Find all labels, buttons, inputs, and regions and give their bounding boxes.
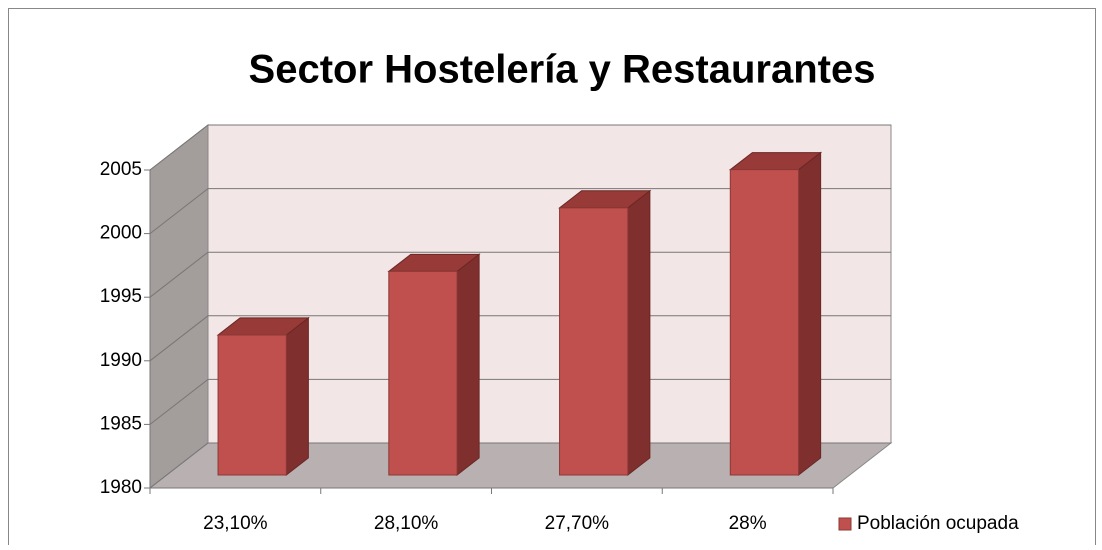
- grid-line: [149, 124, 891, 171]
- y-tick-label: 1980: [100, 477, 142, 498]
- grid-line: [149, 315, 891, 362]
- bar-side: [456, 253, 480, 476]
- y-tick-label: 1995: [100, 286, 142, 307]
- x-tick-label: 27,70%: [545, 513, 610, 534]
- side-wall: [149, 123, 209, 490]
- legend-label: Población ocupada: [857, 513, 1019, 534]
- y-tick-label: 2005: [100, 159, 142, 180]
- x-tick-label: 28%: [729, 513, 767, 534]
- bar: [217, 334, 287, 476]
- bar: [388, 270, 458, 476]
- grid-line: [149, 442, 891, 489]
- bar-side: [798, 151, 822, 476]
- x-tick-label: 23,10%: [203, 513, 268, 534]
- y-tick-label: 2000: [100, 223, 142, 244]
- grid-line: [149, 251, 891, 298]
- chart-title: Sector Hostelería y Restaurantes: [249, 48, 876, 92]
- y-tick-label: 1985: [100, 413, 142, 434]
- bar-side: [285, 316, 309, 476]
- grid-line: [149, 378, 891, 425]
- bar: [729, 169, 800, 476]
- x-tick-label: 28,10%: [374, 513, 439, 534]
- y-tick-label: 1990: [100, 350, 142, 371]
- legend-swatch: [838, 517, 852, 531]
- grid-line: [149, 188, 891, 234]
- bar-side: [627, 189, 651, 476]
- bar: [559, 207, 629, 476]
